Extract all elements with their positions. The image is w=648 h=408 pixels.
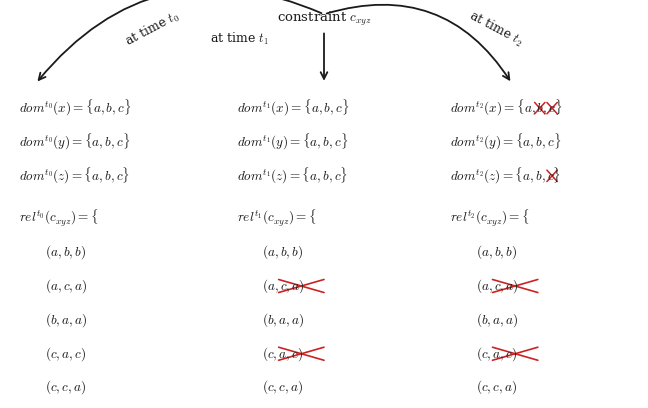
- Text: $(a, b, b)$: $(a, b, b)$: [476, 243, 518, 261]
- Text: $(a, c, a)$: $(a, c, a)$: [45, 277, 88, 295]
- Text: $dom^{t_2}(z) = \{a, b, c\}$: $dom^{t_2}(z) = \{a, b, c\}$: [450, 166, 562, 186]
- Text: $(b, a, a)$: $(b, a, a)$: [476, 311, 519, 329]
- Text: $(a, c, a)$: $(a, c, a)$: [262, 277, 305, 295]
- Text: $(c, a, c)$: $(c, a, c)$: [45, 345, 87, 363]
- Text: $dom^{t_2}(x) = \{a, b, c\}$: $dom^{t_2}(x) = \{a, b, c\}$: [450, 98, 563, 118]
- Text: $dom^{t_1}(z) = \{a, b, c\}$: $dom^{t_1}(z) = \{a, b, c\}$: [237, 166, 348, 186]
- Text: $dom^{t_2}(y) = \{a, b, c\}$: $dom^{t_2}(y) = \{a, b, c\}$: [450, 132, 562, 152]
- Text: $dom^{t_1}(y) = \{a, b, c\}$: $dom^{t_1}(y) = \{a, b, c\}$: [237, 132, 348, 152]
- Text: $rel^{t_1}(c_{xyz}) = \{$: $rel^{t_1}(c_{xyz}) = \{$: [237, 208, 316, 229]
- Text: $dom^{t_1}(x) = \{a, b, c\}$: $dom^{t_1}(x) = \{a, b, c\}$: [237, 98, 349, 118]
- Text: $(c, a, c)$: $(c, a, c)$: [262, 345, 304, 363]
- Text: $(c, c, a)$: $(c, c, a)$: [476, 379, 518, 397]
- Text: $dom^{t_0}(y) = \{a, b, c\}$: $dom^{t_0}(y) = \{a, b, c\}$: [19, 132, 131, 152]
- Text: $(a, b, b)$: $(a, b, b)$: [45, 243, 87, 261]
- Text: $rel^{t_0}(c_{xyz}) = \{$: $rel^{t_0}(c_{xyz}) = \{$: [19, 208, 99, 229]
- Text: constraint $c_{xyz}$: constraint $c_{xyz}$: [277, 10, 371, 28]
- Text: at time $t_1$: at time $t_1$: [210, 31, 269, 47]
- Text: $(c, a, c)$: $(c, a, c)$: [476, 345, 518, 363]
- Text: $(b, a, a)$: $(b, a, a)$: [262, 311, 305, 329]
- Text: $(c, c, a)$: $(c, c, a)$: [262, 379, 304, 397]
- Text: at time $t_2$: at time $t_2$: [466, 8, 526, 49]
- Text: $(c, c, a)$: $(c, c, a)$: [45, 379, 87, 397]
- Text: at time $t_0$: at time $t_0$: [122, 7, 182, 50]
- Text: $dom^{t_0}(z) = \{a, b, c\}$: $dom^{t_0}(z) = \{a, b, c\}$: [19, 166, 131, 186]
- Text: $rel^{t_2}(c_{xyz}) = \{$: $rel^{t_2}(c_{xyz}) = \{$: [450, 208, 530, 229]
- Text: $(a, b, b)$: $(a, b, b)$: [262, 243, 304, 261]
- Text: $(a, c, a)$: $(a, c, a)$: [476, 277, 519, 295]
- Text: $(b, a, a)$: $(b, a, a)$: [45, 311, 88, 329]
- Text: $dom^{t_0}(x) = \{a, b, c\}$: $dom^{t_0}(x) = \{a, b, c\}$: [19, 98, 132, 118]
